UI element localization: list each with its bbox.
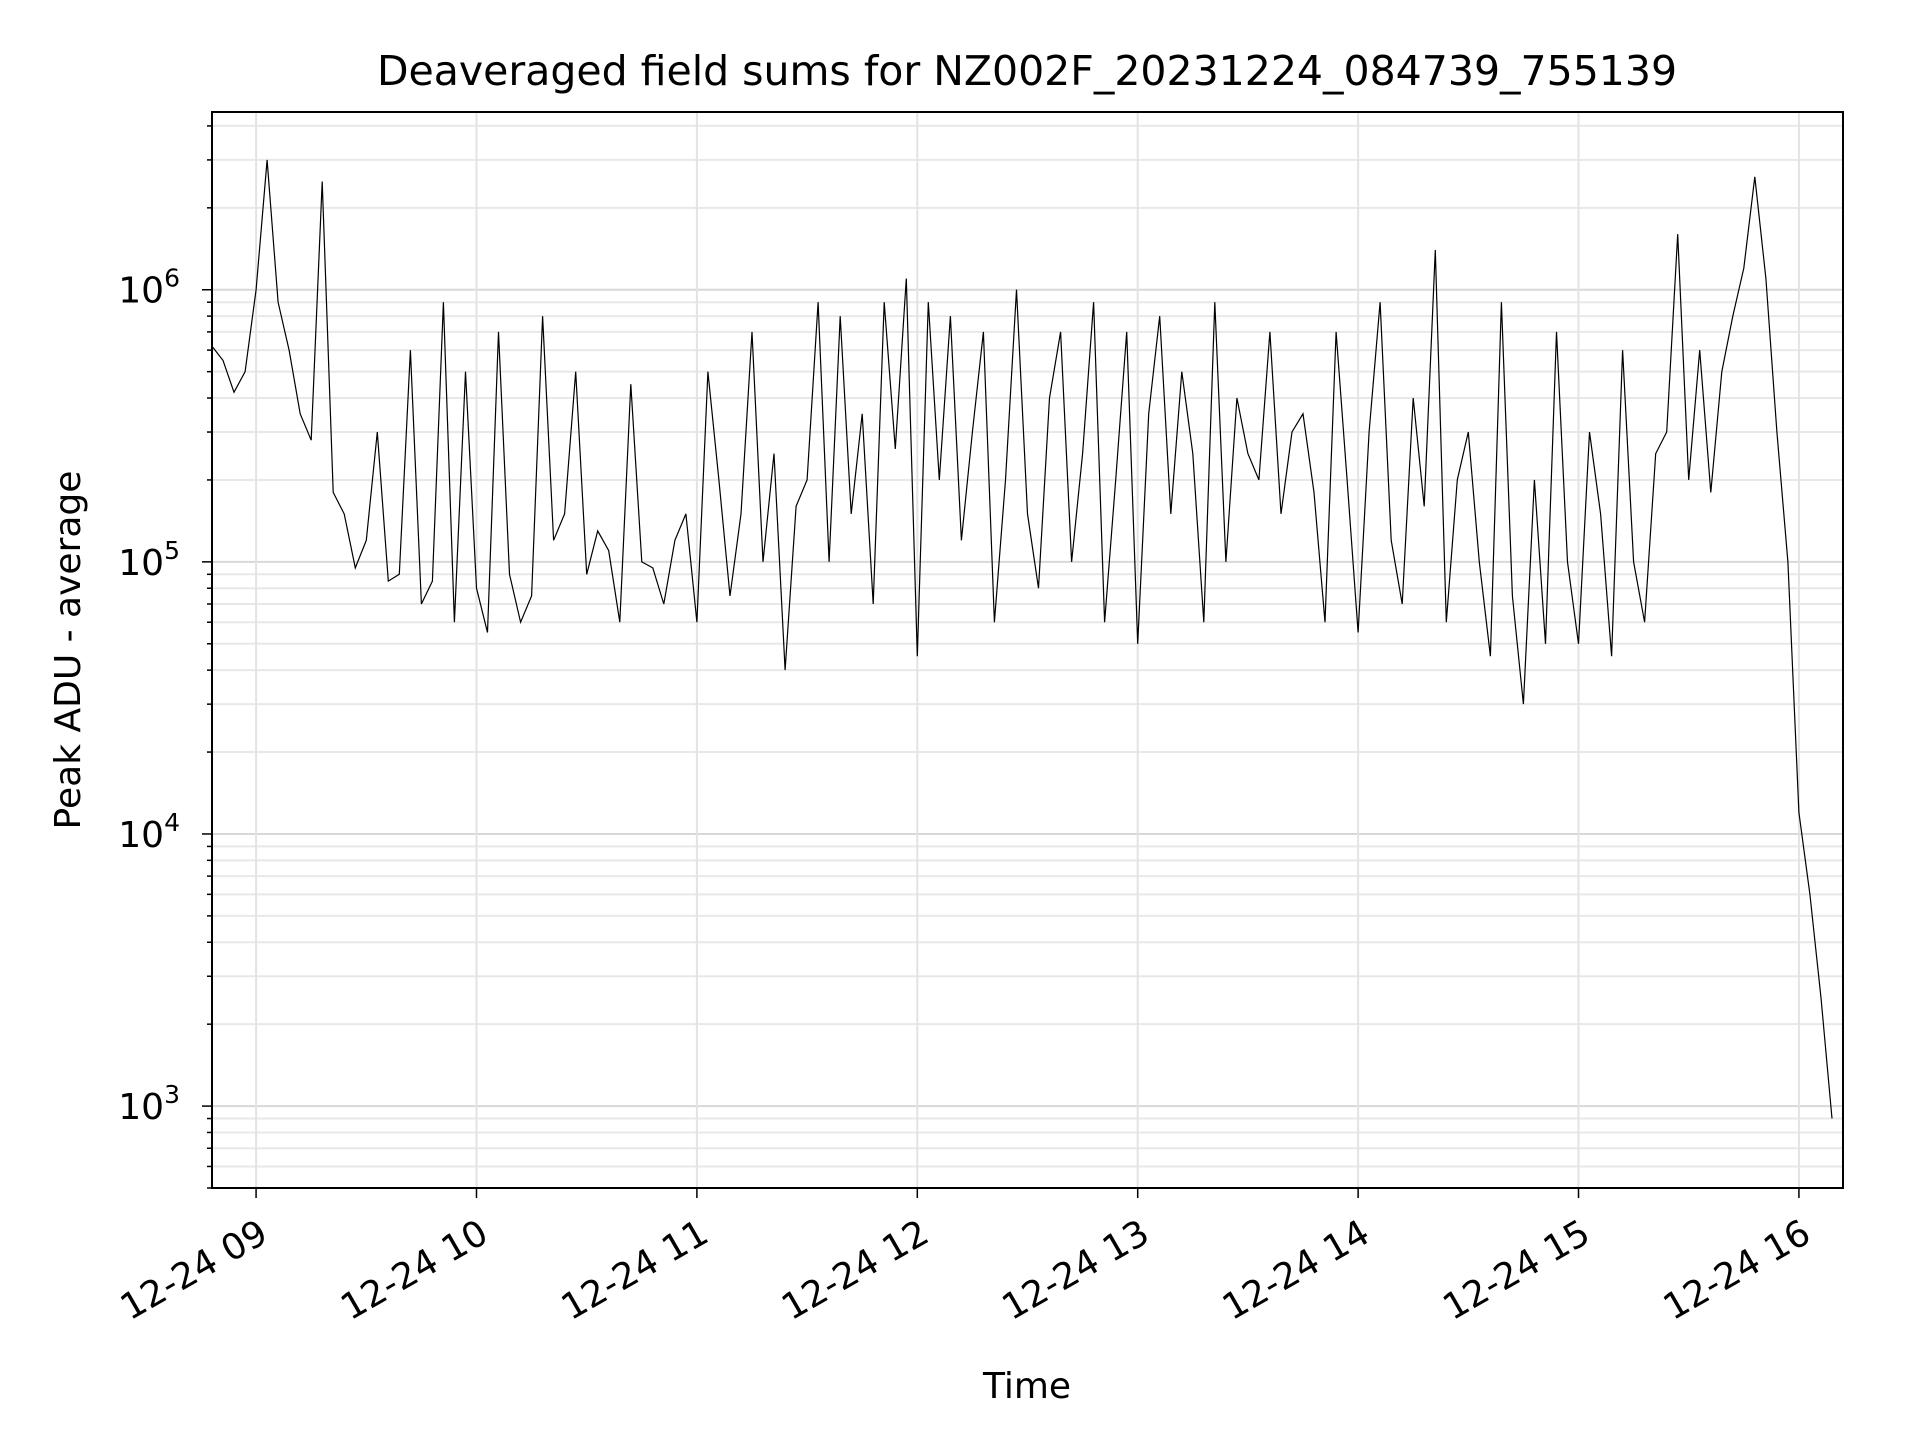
y-tick-label: 105 bbox=[118, 536, 180, 584]
series-line bbox=[211, 159, 1833, 1119]
y-tick-label: 104 bbox=[118, 808, 180, 856]
y-axis-label: Peak ADU - average bbox=[48, 471, 89, 830]
plot-frame bbox=[211, 111, 1844, 1189]
y-tick-label: 103 bbox=[118, 1080, 180, 1128]
x-axis-label: Time bbox=[982, 1366, 1071, 1407]
chart-title: Deaveraged field sums for NZ002F_2023122… bbox=[377, 47, 1677, 95]
y-tick-label: 106 bbox=[118, 264, 180, 312]
y-axis: 103 104 105 106 bbox=[118, 125, 212, 1189]
grid-lines bbox=[212, 112, 1843, 1189]
